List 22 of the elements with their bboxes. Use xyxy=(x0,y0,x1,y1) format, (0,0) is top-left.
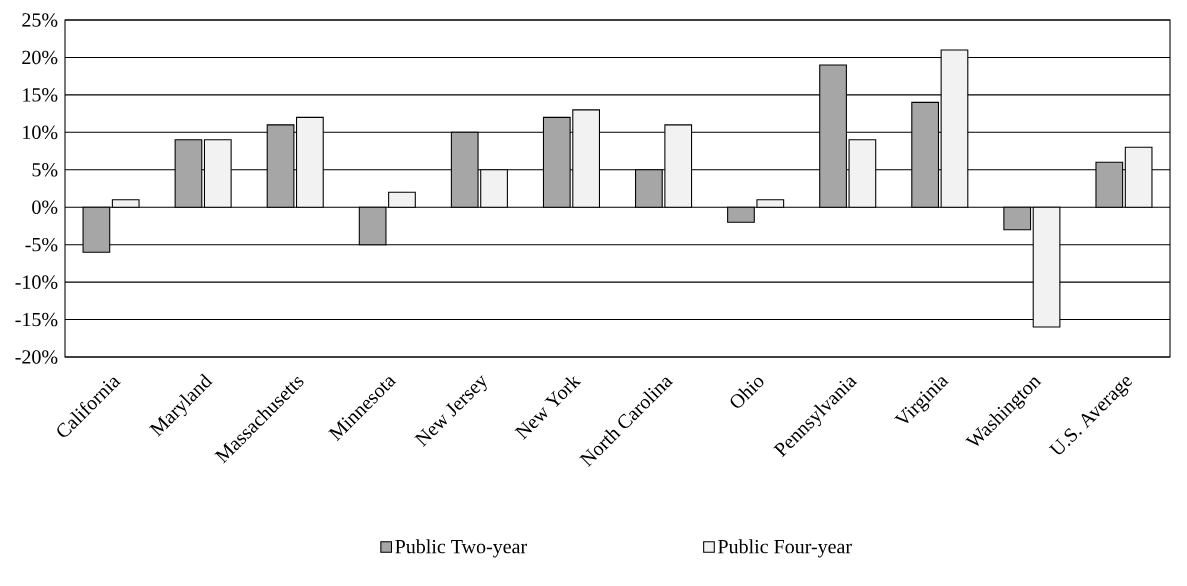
y-tick-label: -15% xyxy=(15,312,58,327)
bar xyxy=(1003,206,1032,231)
bar xyxy=(1095,161,1124,208)
y-tick-label: -10% xyxy=(15,275,58,289)
y-tick-label: 5% xyxy=(32,163,58,177)
bar xyxy=(1124,146,1153,208)
bar xyxy=(111,199,140,208)
x-tick-label: New York xyxy=(514,376,582,440)
bar xyxy=(82,206,111,253)
legend-label: Public Four-year xyxy=(718,539,852,558)
bar xyxy=(203,139,232,208)
bar xyxy=(174,139,203,208)
legend-label: Public Two-year xyxy=(395,539,527,558)
y-tick-label: -5% xyxy=(25,237,58,252)
y-tick-label: 20% xyxy=(22,50,58,65)
x-tick-label: Ohio xyxy=(730,377,764,408)
y-tick-label: 25% xyxy=(22,13,58,27)
bar xyxy=(1032,206,1061,328)
y-tick-label: 10% xyxy=(23,125,58,140)
y-tick-label: 0% xyxy=(32,200,58,215)
y-tick-label: -20% xyxy=(15,350,58,364)
y-tick-label: 15% xyxy=(23,88,58,102)
